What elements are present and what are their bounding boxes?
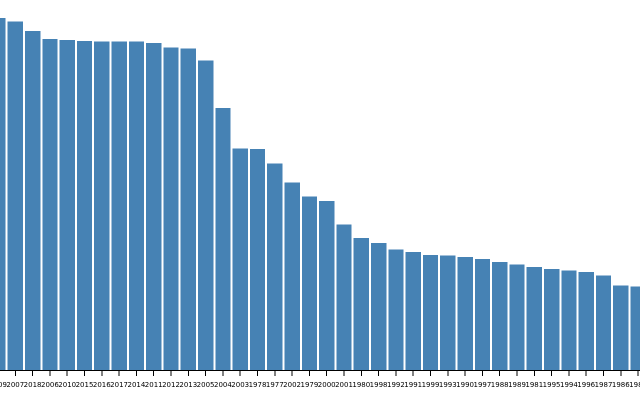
bar-1985 xyxy=(630,286,640,370)
x-tick-label: 1986 xyxy=(612,381,630,389)
x-tick-label: 2018 xyxy=(24,381,42,389)
x-tick-label: 2006 xyxy=(41,381,59,389)
bar-1998 xyxy=(371,242,387,370)
x-tick-label: 2012 xyxy=(162,381,180,389)
x-tick-label: 2009 xyxy=(0,381,7,389)
x-tick-label: 1980 xyxy=(352,381,370,389)
bar-1981 xyxy=(526,266,542,370)
x-tick-label: 2001 xyxy=(335,381,353,389)
bar-1989 xyxy=(509,264,525,370)
bar-2006 xyxy=(42,38,58,371)
bar-1980 xyxy=(353,237,369,370)
x-tick-label: 1978 xyxy=(249,381,267,389)
bar-1987 xyxy=(595,275,612,370)
x-tick-label: 2002 xyxy=(283,381,301,389)
bar-2001 xyxy=(336,224,352,370)
bar-1986 xyxy=(613,285,629,370)
bar-1994 xyxy=(561,270,577,370)
bar-2003 xyxy=(232,148,248,370)
bar-2010 xyxy=(59,40,75,370)
bar-1978 xyxy=(249,149,266,370)
x-tick-label: 1989 xyxy=(508,381,526,389)
x-tick-label: 1992 xyxy=(387,381,405,389)
x-tick-label: 2000 xyxy=(318,381,336,389)
x-tick-label: 1996 xyxy=(577,381,595,389)
bar-2000 xyxy=(319,200,335,370)
bar-2005 xyxy=(198,60,214,370)
bar-2004 xyxy=(215,107,231,371)
bar-1990 xyxy=(457,256,473,370)
x-tick-label: 1991 xyxy=(404,381,422,389)
bar-1977 xyxy=(267,163,283,370)
x-tick-label: 1997 xyxy=(473,381,491,389)
x-tick-label: 1990 xyxy=(456,381,474,389)
x-tick-label: 2005 xyxy=(197,381,215,389)
bar-2014 xyxy=(128,41,145,370)
x-tick-label: 2014 xyxy=(127,381,145,389)
x-tick-label: 2013 xyxy=(179,381,197,389)
bar-1996 xyxy=(578,271,594,370)
x-tick-label: 2016 xyxy=(93,381,111,389)
bar-2007 xyxy=(7,21,23,370)
bar-1997 xyxy=(474,259,491,370)
bar-1991 xyxy=(405,252,421,370)
x-tick-label: 1981 xyxy=(525,381,543,389)
x-tick-label: 1979 xyxy=(300,381,318,389)
x-tick-label: 1977 xyxy=(266,381,284,389)
bar-1992 xyxy=(388,249,404,370)
bar-2015 xyxy=(76,41,93,370)
bar-2018 xyxy=(25,30,41,371)
bar-1988 xyxy=(492,261,508,370)
x-tick-label: 2004 xyxy=(214,381,232,389)
bar-2013 xyxy=(180,48,196,370)
x-tick-label: 1988 xyxy=(491,381,509,389)
x-axis-ticks: 2009200720182006201020152016201720142011… xyxy=(0,370,640,389)
x-tick-label: 2017 xyxy=(110,381,128,389)
x-tick-label: 2007 xyxy=(6,381,24,389)
bar-2012 xyxy=(163,47,179,370)
bar-2017 xyxy=(111,41,127,370)
x-tick-label: 2015 xyxy=(76,381,94,389)
x-tick-label: 1998 xyxy=(370,381,388,389)
x-tick-label: 2003 xyxy=(231,381,249,389)
bar-2002 xyxy=(284,182,300,370)
x-tick-label: 1985 xyxy=(629,381,640,389)
x-tick-label: 1993 xyxy=(439,381,457,389)
bar-2009 xyxy=(0,17,6,371)
x-tick-label: 1999 xyxy=(422,381,440,389)
bar-1993 xyxy=(440,255,456,370)
bar-1979 xyxy=(301,196,318,370)
x-tick-label: 2010 xyxy=(58,381,76,389)
bar-1995 xyxy=(544,269,560,370)
x-tick-label: 1994 xyxy=(560,381,578,389)
bars-group xyxy=(0,17,640,371)
x-tick-label: 1987 xyxy=(595,381,613,389)
bar-1999 xyxy=(422,255,439,370)
x-tick-label: 2011 xyxy=(145,381,163,389)
bar-2011 xyxy=(146,43,162,370)
x-tick-label: 1995 xyxy=(543,381,561,389)
bar-2016 xyxy=(94,41,110,370)
